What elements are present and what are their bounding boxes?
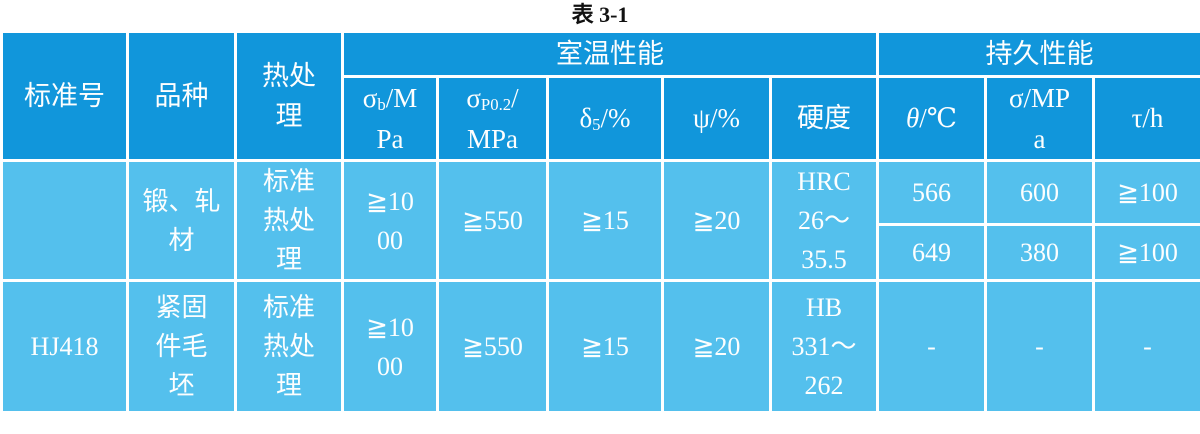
cell-row2-tau: -	[1091, 279, 1200, 414]
symbol-unit: / MPa	[466, 83, 519, 154]
properties-table: 标准号 品种 热处 理 室温性能 持久性能 σb/M Pa σP0.2/ MPa…	[0, 30, 1200, 414]
table-row: HJ418 紧固 件毛 坯 标准 热处 理 ≧10 00 ≧550 ≧15 ≧2…	[0, 279, 1200, 414]
header-cell-heat-treatment: 热处 理	[234, 30, 344, 162]
cell-row1-theta-b: 649	[876, 222, 987, 283]
header-cell-sigma: σ/MP a	[984, 75, 1095, 162]
symbol: σ	[362, 83, 378, 113]
cell-row1-theta-a: 566	[876, 159, 987, 226]
cell-row1-sigma-p02: ≧550	[436, 159, 549, 282]
symbol-subscript: P0.2	[480, 95, 512, 114]
cell-row2-heat-treatment: 标准 热处 理	[234, 279, 344, 414]
cell-row1-psi: ≧20	[661, 159, 772, 282]
cell-row1-sigma-a: 600	[984, 159, 1095, 226]
table-row: 锻、轧 材 标准 热处 理 ≧10 00 ≧550 ≧15 ≧20 HRC 26…	[0, 159, 1200, 282]
cell-row2-hardness: HB 331～ 262	[769, 279, 879, 414]
cell-row2-sigma-p02: ≧550	[436, 279, 549, 414]
symbol-subscript: b	[377, 95, 386, 114]
header-cell-sigma-b: σb/M Pa	[341, 75, 439, 162]
symbol: τ	[1131, 103, 1143, 134]
cell-row1-sigma-b: ≧10 00	[341, 159, 439, 282]
header-cell-variety: 品种	[126, 30, 237, 162]
header-cell-hardness: 硬度	[769, 75, 879, 162]
cell-row2-variety: 紧固 件毛 坯	[126, 279, 237, 414]
cell-row2-delta5: ≧15	[546, 279, 664, 414]
symbol: σ	[466, 83, 481, 113]
symbol-subscript: 5	[592, 115, 601, 135]
symbol: δ	[579, 103, 593, 134]
symbol: θ	[906, 103, 920, 134]
symbol-unit: /%	[709, 103, 740, 134]
cell-row1-hardness: HRC 26～ 35.5	[769, 159, 879, 282]
symbol-unit: /MP a	[1023, 83, 1071, 154]
table-title: 表 3-1	[571, 2, 629, 27]
cell-row1-delta5: ≧15	[546, 159, 664, 282]
symbol: ψ	[693, 103, 710, 134]
cell-row1-tau-b: ≧100	[1091, 222, 1200, 283]
cell-row2-theta: -	[876, 279, 987, 414]
header-group-endurance: 持久性能	[875, 30, 1200, 78]
cell-row2-psi: ≧20	[661, 279, 772, 414]
cell-row1-heat-treatment: 标准 热处 理	[234, 159, 344, 282]
cell-row1-variety: 锻、轧 材	[126, 159, 237, 282]
cell-row2-sigma: -	[984, 279, 1095, 414]
table-row: 649 380 ≧100	[2, 222, 1200, 283]
header-cell-tau: τ/h	[1091, 75, 1200, 162]
header-cell-sigma-p02: σP0.2/ MPa	[436, 75, 549, 162]
header-cell-delta5: δ5/%	[546, 75, 664, 162]
cell-row2-sigma-b: ≧10 00	[341, 279, 439, 414]
cell-row2-standard: HJ418	[0, 279, 129, 414]
cell-row1-tau-a: ≧100	[1091, 159, 1200, 226]
symbol-unit: /%	[600, 103, 631, 134]
header-group-room-temp: 室温性能	[341, 30, 879, 78]
header-cell-psi: ψ/%	[661, 75, 772, 162]
cell-row1-sigma-b2: 380	[984, 222, 1095, 283]
header-cell-standard: 标准号	[0, 30, 129, 162]
symbol-unit: /M Pa	[376, 83, 418, 154]
header-cell-theta: θ/℃	[876, 75, 987, 162]
symbol: σ	[1008, 83, 1024, 113]
cell-row1-standard	[0, 159, 129, 282]
symbol-unit: /℃	[919, 103, 957, 134]
symbol-unit: /h	[1142, 103, 1164, 134]
